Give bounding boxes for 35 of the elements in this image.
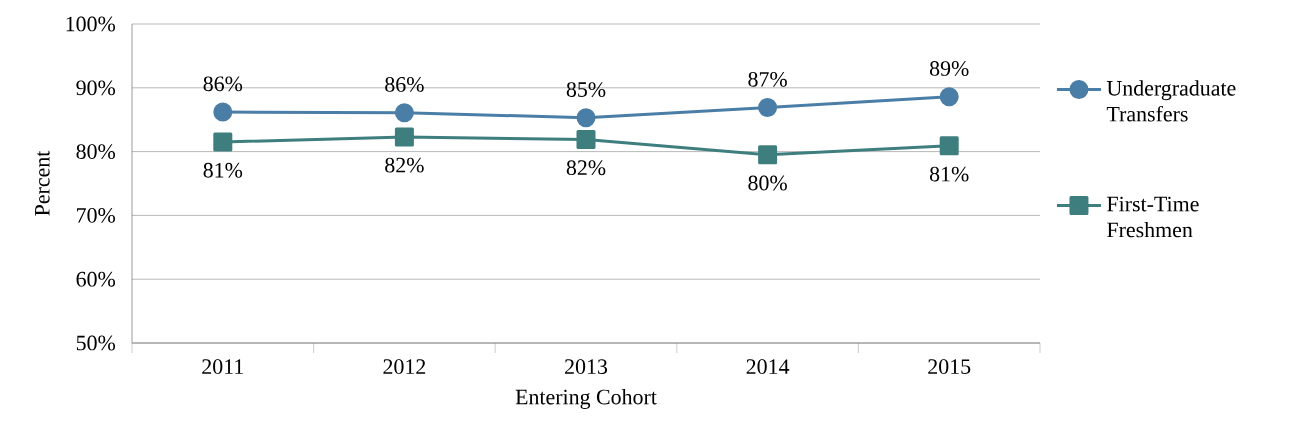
data-label: 81% xyxy=(203,162,243,178)
data-label: 86% xyxy=(203,76,243,92)
point xyxy=(213,102,233,122)
point xyxy=(394,103,414,123)
point xyxy=(939,87,959,107)
point xyxy=(758,145,778,165)
y-axis-title: Percent xyxy=(35,150,50,216)
legend-label: Undergraduate Transfers xyxy=(1106,80,1236,122)
data-label: 82% xyxy=(566,160,606,176)
point xyxy=(576,129,596,149)
data-label: 85% xyxy=(566,82,606,97)
y-tick-label: 90% xyxy=(76,80,116,96)
data-label: 80% xyxy=(748,175,787,191)
y-tick-label: 100% xyxy=(66,16,116,32)
point xyxy=(576,108,596,128)
y-tick-label: 50% xyxy=(76,335,116,351)
point xyxy=(213,132,233,152)
data-label: 89% xyxy=(929,61,969,76)
x-tick-label: 2012 xyxy=(383,359,426,374)
x-tick-label: 2015 xyxy=(928,359,971,374)
x-axis-title: Entering Cohort xyxy=(515,389,657,409)
point xyxy=(394,127,414,147)
y-tick-label: 80% xyxy=(76,144,116,160)
legend-label: First-Time Freshmen xyxy=(1107,196,1199,238)
y-tick-label: 60% xyxy=(76,271,116,287)
point xyxy=(758,98,778,118)
data-label: 87% xyxy=(748,71,787,87)
y-tick-label: 70% xyxy=(77,207,116,223)
x-tick-label: 2011 xyxy=(202,359,243,374)
point xyxy=(939,136,959,156)
x-tick-label: 2013 xyxy=(565,359,608,374)
data-label: 82% xyxy=(385,157,424,173)
data-label: 86% xyxy=(385,77,424,92)
x-tick-label: 2014 xyxy=(746,359,790,374)
data-label: 81% xyxy=(929,166,969,182)
